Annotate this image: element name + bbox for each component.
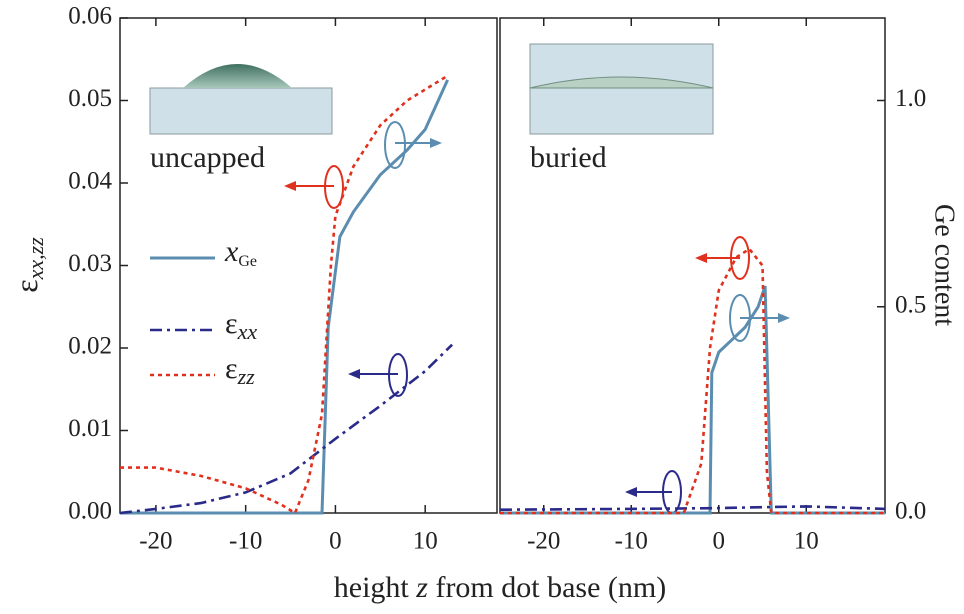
x-tick-label: -10 xyxy=(615,528,648,555)
inset-uncapped xyxy=(149,64,333,135)
y-tick-label: 0.02 xyxy=(68,333,112,360)
y-tick-label: 0.06 xyxy=(68,3,112,30)
x-tick-label: 0 xyxy=(713,528,726,555)
series-line xyxy=(119,343,454,515)
series-line xyxy=(120,79,449,515)
series-line xyxy=(500,285,885,515)
x-axis-label-part: height xyxy=(334,571,417,604)
x-axis-label-part: z xyxy=(415,571,428,604)
y-tick-label: 0.00 xyxy=(68,498,112,525)
y2-tick-label: 1.0 xyxy=(895,85,926,112)
y-axis-label: εxx,zz xyxy=(8,237,48,293)
legend-name: x xyxy=(224,235,239,268)
legend-subscript: zz xyxy=(237,364,256,389)
x-tick-label: 10 xyxy=(413,528,438,555)
y2-tick-label: 0.0 xyxy=(895,498,926,525)
y-tick-label: 0.05 xyxy=(68,85,112,112)
panel-label: buried xyxy=(530,141,607,174)
legend-subscript: Ge xyxy=(238,253,257,270)
series-line xyxy=(499,505,886,511)
x-tick-label: -20 xyxy=(139,528,172,555)
legend-subscript: xx xyxy=(237,319,258,344)
x-tick-label: 10 xyxy=(794,528,819,555)
annotations xyxy=(284,121,790,514)
x-tick-label: 0 xyxy=(329,528,342,555)
legend-label: xGe xyxy=(224,235,257,270)
series-line xyxy=(500,247,885,515)
x-axis-label: height z from dot base (nm) xyxy=(334,571,666,604)
y-tick-label: 0.04 xyxy=(68,168,112,195)
y-axis-subscript: xx,zz xyxy=(23,237,48,281)
y-tick-label: 0.03 xyxy=(68,250,112,277)
x-axis-label-part: from dot base (nm) xyxy=(428,571,666,604)
legend-name: ε xyxy=(225,352,238,385)
legend-name: ε xyxy=(225,307,238,340)
x-tick-label: -20 xyxy=(527,528,560,555)
series-line xyxy=(120,74,449,515)
y2-axis-label: Ge content xyxy=(929,204,960,326)
inset-buried xyxy=(529,43,714,135)
y2-tick-label: 0.5 xyxy=(895,291,926,318)
y-axis-symbol: ε xyxy=(8,279,44,292)
x-tick-label: -10 xyxy=(229,528,262,555)
legend-label: εxx xyxy=(225,307,257,344)
legend-label: εzz xyxy=(225,352,255,389)
panel-label: uncapped xyxy=(150,141,265,174)
y-tick-label: 0.01 xyxy=(68,415,112,442)
